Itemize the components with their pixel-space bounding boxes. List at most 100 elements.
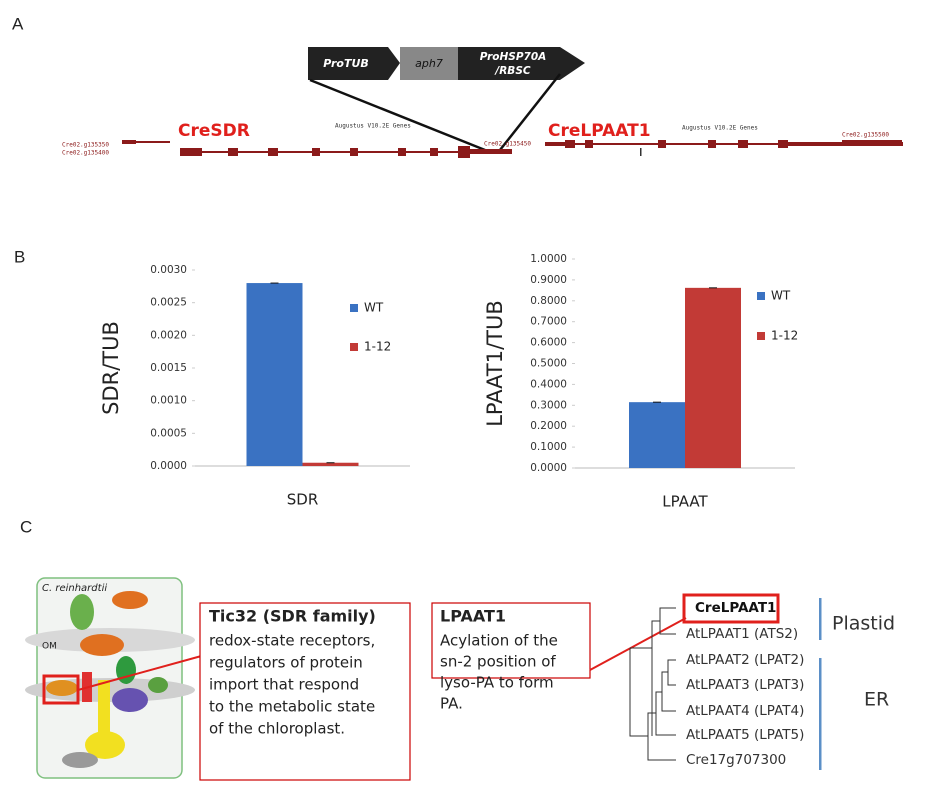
protein [85,731,125,759]
box-line: of the chloroplast. [209,720,345,738]
y-tick-label: 0.0030 [150,264,187,276]
protein [70,594,94,630]
promoter-arrow [308,47,400,80]
y-tick-label: 0.0005 [150,427,187,439]
exon [430,148,438,156]
info-box [431,602,591,679]
y-tick-label: 0.8000 [530,295,567,307]
legend-label: WT [364,301,384,315]
image-label: C. reinhardtii [42,583,107,594]
gene-name: CreLPAAT1 [548,121,651,141]
tree-leaves: CreLPAAT1 AtLPAAT1 (ATS2) AtLPAAT2 (LPAT2)… [686,600,804,768]
y-axis-label: LPAAT1/TUB [483,300,507,427]
highlight-box [682,593,780,624]
box-line: PA. [440,695,463,713]
bar [246,283,303,466]
exon [458,146,470,158]
y-tick-label: 1.0000 [530,253,567,265]
intron [180,151,510,153]
y-tick-label: 0.6000 [530,337,567,349]
image-label: OM [42,642,57,652]
legend-label: 1-12 [364,340,391,354]
protein [112,688,148,712]
structure-image: C. reinhardtii OM [25,577,206,779]
box-title: LPAAT1 [440,607,506,626]
tree [629,607,676,761]
construct-label: ProTUB [323,57,369,70]
track-label: Augustus V10.2E Genes [682,125,758,132]
exon [398,148,406,156]
y-tick-label: 0.0020 [150,329,187,341]
x-tick-label: SDR [287,491,319,509]
panel-label: C [20,517,32,536]
intron [136,141,170,143]
exon [738,140,748,148]
group-label: ER [864,689,889,711]
construct-label: aph7 [415,57,443,70]
y-tick-label: 0.0025 [150,297,187,309]
exon [708,140,716,148]
y-tick-label: 0.5000 [530,358,567,370]
box-line: redox-state receptors, [209,632,375,650]
protein [98,680,110,735]
box-text: redox-state receptors, regulators of prot… [209,632,375,738]
group-label: Plastid [832,613,895,635]
tree-leaf: AtLPAAT5 (LPAT5) [686,727,804,743]
exon [658,140,666,148]
y-tick-label: 0.2000 [530,420,567,432]
tree-leaf: AtLPAAT3 (LPAT3) [686,677,804,693]
track-label: Augustus V10.2E Genes [335,123,411,130]
legend-label: WT [771,289,791,303]
exon [180,148,202,156]
locus: Cre02.g135450 [484,141,531,148]
protein [62,752,98,768]
exon [778,140,788,148]
protein [116,656,136,684]
group-bar [819,658,822,770]
exon [312,148,320,156]
exon [470,149,512,154]
exon [565,140,575,148]
gene-name: CreSDR [178,121,250,141]
exon [545,142,565,146]
box-title: Tic32 (SDR family) [209,607,376,626]
box-line: import that respond [209,676,359,694]
y-tick-label: 0.7000 [530,316,567,328]
locus: Cre02.g135350 [62,142,109,149]
box-line: sn-2 position of [440,653,556,671]
x-tick-label: LPAAT [662,493,708,511]
locus: Cre02.g135400 [62,150,109,157]
charts: 0.0000 0.0005 0.0010 0.0015 0.0020 0.0025 0.00… [99,253,798,511]
y-tick-label: 0.1000 [530,441,567,453]
exon [268,148,278,156]
y-tick-label: 0.4000 [530,378,567,390]
tree-leaf: AtLPAAT1 (ATS2) [686,626,798,642]
box-line: regulators of protein [209,654,363,672]
connector [589,617,687,671]
gene-map: CreSDR CreLPAAT1 Augustus V10.2E Genes A… [62,121,903,158]
y-axis-label: SDR/TUB [99,321,123,415]
legend-swatch [350,304,358,312]
construct-label: /RBSC [493,65,530,77]
image-frame [36,577,183,779]
construct-label: ProHSP70A [480,51,547,63]
legend-swatch [350,343,358,351]
box-line: lyso-PA to form [440,674,554,692]
intron [842,140,902,142]
protein [80,634,124,656]
box-text: Acylation of the sn-2 position of lyso-PA … [440,632,558,713]
gene-box [400,47,458,80]
exon [122,140,136,144]
exon [350,148,358,156]
y-tick-label: 0.0000 [530,462,567,474]
locus: Cre02.g135500 [842,132,889,139]
connector [77,654,206,691]
insert-line [309,78,486,152]
exon [585,140,593,148]
terminator-arrow [458,47,585,80]
tree-leaf: Cre17g707300 [686,752,786,768]
group-bar [819,598,822,640]
marker [640,148,642,156]
legend-swatch [757,292,765,300]
y-tick-label: 0.9000 [530,274,567,286]
